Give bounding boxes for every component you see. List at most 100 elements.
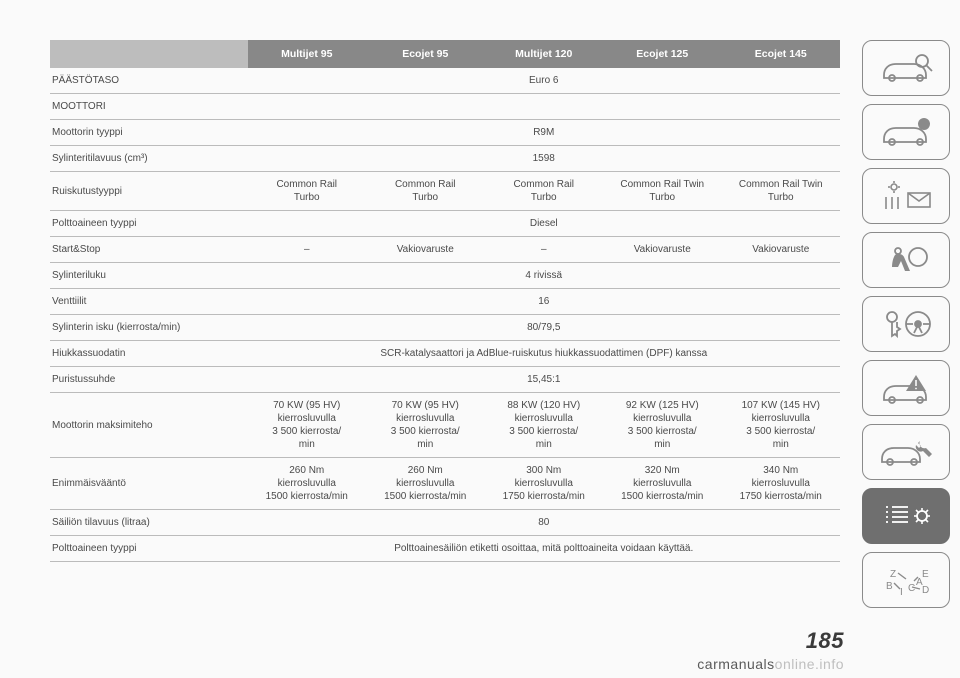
header-col: Multijet 120 bbox=[485, 40, 604, 68]
car-magnifier-icon bbox=[878, 51, 934, 85]
key-wheel-icon bbox=[878, 307, 934, 341]
row-value: Vakiovaruste bbox=[722, 237, 841, 263]
svg-text:D: D bbox=[922, 585, 929, 596]
car-warning-icon bbox=[878, 371, 934, 405]
table-row: Sylinteriluku 4 rivissä bbox=[50, 263, 840, 289]
spec-table: Multijet 95 Ecojet 95 Multijet 120 Ecoje… bbox=[50, 40, 840, 562]
svg-text:B: B bbox=[886, 581, 893, 592]
row-value: R9M bbox=[248, 120, 841, 146]
header-col: Ecojet 95 bbox=[366, 40, 485, 68]
row-value: 15,45:1 bbox=[248, 367, 841, 393]
row-value: – bbox=[485, 237, 604, 263]
row-value: 340 Nmkierrosluvulla1750 kierrosta/min bbox=[722, 458, 841, 510]
spec-table-container: Multijet 95 Ecojet 95 Multijet 120 Ecoje… bbox=[50, 40, 840, 562]
row-value: 1598 bbox=[248, 146, 841, 172]
table-row: Säiliön tilavuus (litraa) 80 bbox=[50, 510, 840, 536]
row-value: 260 Nmkierrosluvulla1500 kierrosta/min bbox=[366, 458, 485, 510]
sidebar-item-lights[interactable] bbox=[862, 168, 950, 224]
row-value: Diesel bbox=[248, 211, 841, 237]
table-row: Venttiilit 16 bbox=[50, 289, 840, 315]
sidebar-item-info[interactable]: i bbox=[862, 104, 950, 160]
table-row: Moottorin maksimiteho 70 KW (95 HV)kierr… bbox=[50, 393, 840, 458]
svg-text:C: C bbox=[908, 583, 915, 594]
row-value: 320 Nmkierrosluvulla1500 kierrosta/min bbox=[603, 458, 722, 510]
sidebar-item-service[interactable] bbox=[862, 424, 950, 480]
sidebar-item-index[interactable]: Z B I C E A D bbox=[862, 552, 950, 608]
table-row: Hiukkassuodatin SCR-katalysaattori ja Ad… bbox=[50, 341, 840, 367]
row-value: 260 Nmkierrosluvulla1500 kierrosta/min bbox=[248, 458, 367, 510]
table-row: Ruiskutustyyppi Common RailTurbo Common … bbox=[50, 172, 840, 211]
sidebar-item-airbag[interactable] bbox=[862, 232, 950, 288]
sidebar-nav: i bbox=[862, 40, 950, 616]
sidebar-item-specs[interactable] bbox=[862, 488, 950, 544]
sidebar-item-keys[interactable] bbox=[862, 296, 950, 352]
row-label: Venttiilit bbox=[50, 289, 248, 315]
svg-text:Z: Z bbox=[890, 569, 896, 580]
row-label: Start&Stop bbox=[50, 237, 248, 263]
table-header-row: Multijet 95 Ecojet 95 Multijet 120 Ecoje… bbox=[50, 40, 840, 68]
row-value: 300 Nmkierrosluvulla1750 kierrosta/min bbox=[485, 458, 604, 510]
watermark-light: online.info bbox=[775, 656, 844, 672]
row-value: Vakiovaruste bbox=[603, 237, 722, 263]
row-value: Common RailTurbo bbox=[485, 172, 604, 211]
row-value: 107 KW (145 HV)kierrosluvulla3 500 kierr… bbox=[722, 393, 841, 458]
table-row: Puristussuhde 15,45:1 bbox=[50, 367, 840, 393]
table-row: MOOTTORI bbox=[50, 94, 840, 120]
row-label: Hiukkassuodatin bbox=[50, 341, 248, 367]
row-value: 16 bbox=[248, 289, 841, 315]
row-value: Common RailTurbo bbox=[248, 172, 367, 211]
row-label: Moottorin tyyppi bbox=[50, 120, 248, 146]
row-value: 80 bbox=[248, 510, 841, 536]
sidebar-item-inspect[interactable] bbox=[862, 40, 950, 96]
lights-mail-icon bbox=[878, 179, 934, 213]
row-value: Vakiovaruste bbox=[366, 237, 485, 263]
alphabet-index-icon: Z B I C E A D bbox=[878, 563, 934, 597]
header-blank bbox=[50, 40, 248, 68]
header-col: Ecojet 145 bbox=[722, 40, 841, 68]
svg-text:E: E bbox=[922, 569, 929, 580]
row-value: – bbox=[248, 237, 367, 263]
row-label: Puristussuhde bbox=[50, 367, 248, 393]
row-value: Common Rail TwinTurbo bbox=[722, 172, 841, 211]
table-row: Polttoaineen tyyppi Diesel bbox=[50, 211, 840, 237]
row-section: MOOTTORI bbox=[50, 94, 840, 120]
row-value: 70 KW (95 HV)kierrosluvulla3 500 kierros… bbox=[366, 393, 485, 458]
airbag-icon bbox=[878, 243, 934, 277]
row-value: 70 KW (95 HV)kierrosluvulla3 500 kierros… bbox=[248, 393, 367, 458]
row-value: Common RailTurbo bbox=[366, 172, 485, 211]
list-gear-icon bbox=[878, 499, 934, 533]
row-label: PÄÄSTÖTASO bbox=[50, 68, 248, 94]
header-col: Ecojet 125 bbox=[603, 40, 722, 68]
page-number: 185 bbox=[806, 628, 844, 654]
table-row: PÄÄSTÖTASO Euro 6 bbox=[50, 68, 840, 94]
sidebar-item-warning[interactable] bbox=[862, 360, 950, 416]
watermark-dark: carmanuals bbox=[697, 656, 774, 672]
row-label: Sylinterin isku (kierrosta/min) bbox=[50, 315, 248, 341]
car-wrench-icon bbox=[878, 435, 934, 469]
row-label: Sylinteriluku bbox=[50, 263, 248, 289]
table-row: Moottorin tyyppi R9M bbox=[50, 120, 840, 146]
table-row: Polttoaineen tyyppi Polttoainesäiliön et… bbox=[50, 536, 840, 562]
row-value: Euro 6 bbox=[248, 68, 841, 94]
table-row: Enimmäisvääntö 260 Nmkierrosluvulla1500 … bbox=[50, 458, 840, 510]
table-row: Start&Stop – Vakiovaruste – Vakiovaruste… bbox=[50, 237, 840, 263]
watermark: carmanualsonline.info bbox=[697, 656, 844, 672]
header-col: Multijet 95 bbox=[248, 40, 367, 68]
row-value: 4 rivissä bbox=[248, 263, 841, 289]
row-label: Ruiskutustyyppi bbox=[50, 172, 248, 211]
table-row: Sylinterin isku (kierrosta/min) 80/79,5 bbox=[50, 315, 840, 341]
row-label: Sylinteritilavuus (cm³) bbox=[50, 146, 248, 172]
table-row: Sylinteritilavuus (cm³) 1598 bbox=[50, 146, 840, 172]
row-value: SCR-katalysaattori ja AdBlue-ruiskutus h… bbox=[248, 341, 841, 367]
row-value: 80/79,5 bbox=[248, 315, 841, 341]
row-value: Polttoainesäiliön etiketti osoittaa, mit… bbox=[248, 536, 841, 562]
row-value: 92 KW (125 HV)kierrosluvulla3 500 kierro… bbox=[603, 393, 722, 458]
row-label: Polttoaineen tyyppi bbox=[50, 536, 248, 562]
row-value: 88 KW (120 HV)kierrosluvulla3 500 kierro… bbox=[485, 393, 604, 458]
row-label: Säiliön tilavuus (litraa) bbox=[50, 510, 248, 536]
row-value: Common Rail TwinTurbo bbox=[603, 172, 722, 211]
car-info-icon: i bbox=[878, 115, 934, 149]
row-label: Moottorin maksimiteho bbox=[50, 393, 248, 458]
row-label: Polttoaineen tyyppi bbox=[50, 211, 248, 237]
row-label: Enimmäisvääntö bbox=[50, 458, 248, 510]
